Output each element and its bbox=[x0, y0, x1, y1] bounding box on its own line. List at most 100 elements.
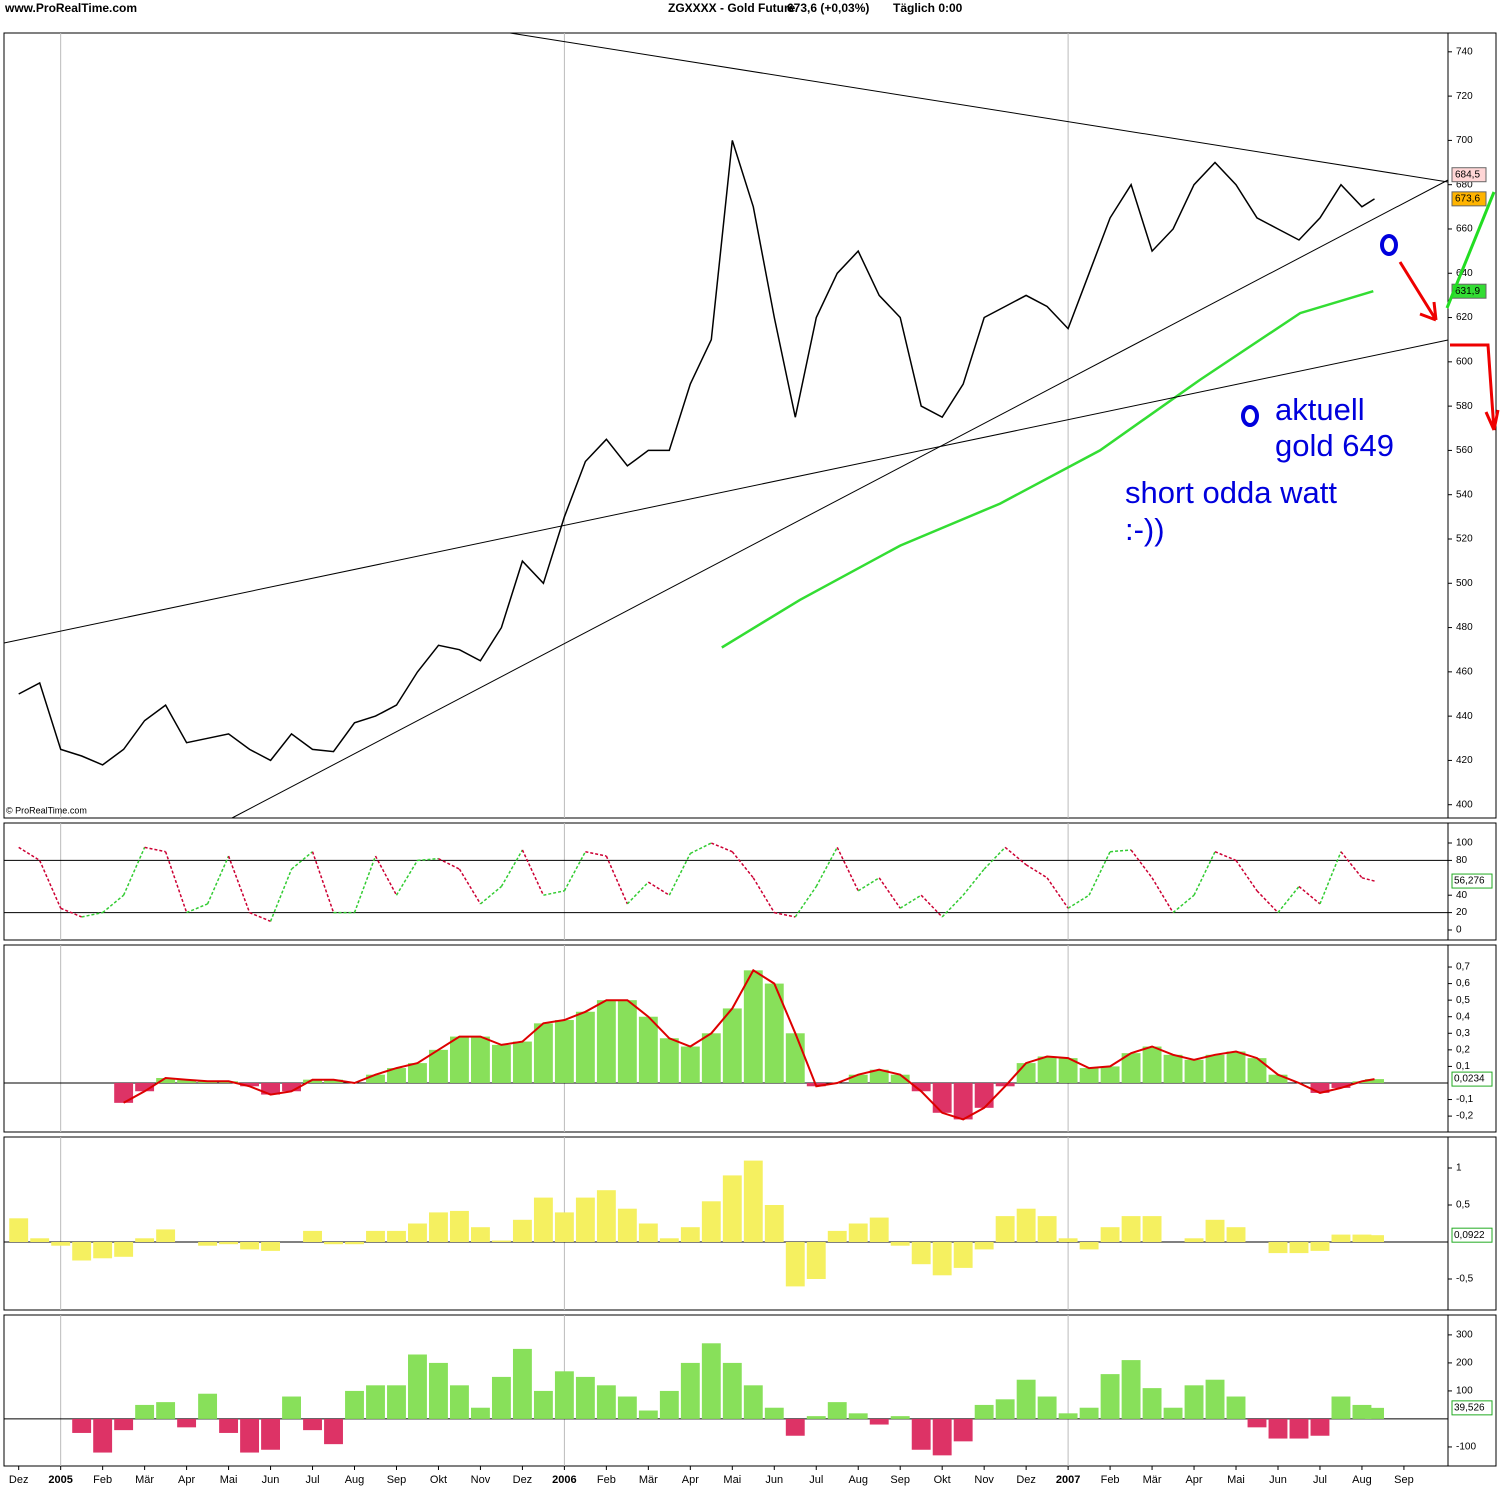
histogram-bar bbox=[1100, 1066, 1120, 1083]
histogram-bar bbox=[261, 1082, 280, 1095]
last-value-label: 39,526 bbox=[1454, 1403, 1485, 1414]
panel-frame bbox=[3, 822, 1497, 941]
histogram-bar bbox=[638, 1223, 658, 1242]
histogram-bar bbox=[554, 1212, 574, 1242]
histogram-bar bbox=[680, 1362, 700, 1419]
oscillator-segment bbox=[1214, 851, 1237, 862]
oscillator-segment bbox=[1046, 877, 1069, 909]
x-tick-label: 2006 bbox=[552, 1474, 576, 1486]
histogram-bar bbox=[1100, 1227, 1120, 1242]
histogram-bar bbox=[1331, 1234, 1351, 1242]
histogram-bar bbox=[491, 1240, 511, 1242]
histogram-bar bbox=[890, 1241, 910, 1246]
histogram-bar bbox=[1365, 1407, 1384, 1419]
histogram-bar bbox=[345, 1241, 364, 1245]
oscillator-segment bbox=[752, 877, 775, 913]
oscillator-segment bbox=[815, 847, 838, 887]
oscillator-segment bbox=[1088, 851, 1111, 896]
histogram-bar bbox=[848, 1223, 868, 1242]
x-tick-label: Apr bbox=[682, 1474, 699, 1486]
y-tick-label: -0,1 bbox=[1456, 1094, 1474, 1105]
histogram-bar bbox=[512, 1041, 532, 1083]
histogram-bar bbox=[764, 1407, 784, 1419]
y-tick-label: 500 bbox=[1456, 578, 1473, 589]
oscillator-segment bbox=[1235, 859, 1258, 892]
x-tick-label: Sep bbox=[387, 1474, 407, 1486]
x-tick-label: Jun bbox=[1269, 1474, 1287, 1486]
oscillator-segment bbox=[774, 911, 796, 918]
histogram-bar bbox=[1289, 1418, 1309, 1439]
red-arrow bbox=[1398, 261, 1438, 322]
x-tick-label: Nov bbox=[471, 1474, 491, 1486]
histogram-bar bbox=[1226, 1227, 1246, 1242]
histogram-bar bbox=[1352, 1234, 1372, 1242]
histogram-bar bbox=[135, 1404, 155, 1419]
y-tick-label: 100 bbox=[1456, 838, 1473, 849]
histogram-bar bbox=[72, 1418, 92, 1433]
moving-average bbox=[721, 290, 1374, 649]
histogram-bar bbox=[764, 1205, 784, 1242]
x-tick-label: Jun bbox=[262, 1474, 280, 1486]
histogram-bar bbox=[114, 1082, 134, 1103]
oscillator-segment bbox=[395, 860, 419, 896]
oscillator-segment bbox=[269, 868, 293, 922]
price-marker bbox=[1451, 191, 1487, 207]
histogram-bar bbox=[240, 1082, 260, 1087]
histogram-bar bbox=[156, 1229, 176, 1242]
oscillator-segment bbox=[102, 894, 125, 914]
y-tick-label: 660 bbox=[1456, 224, 1473, 235]
y-tick-label: 540 bbox=[1456, 489, 1473, 500]
oscillator-segment bbox=[500, 849, 524, 887]
annotation: aktuell bbox=[1275, 392, 1365, 427]
histogram-bar bbox=[932, 1082, 952, 1113]
histogram-bar bbox=[1184, 1385, 1204, 1419]
x-tick-label: Okt bbox=[934, 1474, 951, 1486]
histogram-bar bbox=[177, 1079, 197, 1083]
histogram-bar bbox=[429, 1049, 448, 1083]
histogram-bar bbox=[72, 1241, 92, 1261]
y-tick-label: 0,1 bbox=[1456, 1061, 1470, 1072]
histogram-bar bbox=[1205, 1219, 1225, 1242]
histogram-bar bbox=[387, 1230, 406, 1242]
histogram-bar bbox=[429, 1212, 448, 1242]
histogram-bar bbox=[995, 1216, 1015, 1242]
histogram-bar bbox=[1142, 1046, 1162, 1083]
histogram-bar bbox=[1268, 1241, 1288, 1254]
histogram-bar bbox=[1037, 1216, 1057, 1242]
histogram-bar bbox=[1310, 1418, 1330, 1436]
y-tick-label: 680 bbox=[1456, 179, 1473, 190]
histogram-bar bbox=[596, 1190, 616, 1242]
oscillator-segment bbox=[689, 842, 712, 855]
oscillator-segment bbox=[878, 877, 901, 909]
histogram-bar bbox=[282, 1082, 301, 1092]
histogram-bar bbox=[156, 1402, 176, 1419]
x-tick-label: Apr bbox=[178, 1474, 195, 1486]
histogram-bar bbox=[303, 1230, 322, 1242]
oscillator-segment bbox=[711, 842, 733, 853]
oscillator-segment bbox=[983, 846, 1006, 870]
histogram-bar bbox=[974, 1241, 994, 1250]
histogram-bar bbox=[764, 983, 784, 1083]
histogram-bar bbox=[974, 1404, 994, 1419]
histogram-bar bbox=[1247, 1418, 1267, 1428]
annotation: gold 649 bbox=[1275, 428, 1394, 463]
y-tick-label: 0,2 bbox=[1456, 1044, 1470, 1055]
histogram-bar bbox=[848, 1074, 868, 1083]
oscillator-segment bbox=[186, 903, 208, 914]
histogram-bar bbox=[785, 1241, 805, 1287]
oscillator-segment bbox=[585, 850, 607, 857]
histogram-bar bbox=[953, 1082, 973, 1120]
histogram-bar bbox=[114, 1241, 134, 1257]
histogram-bar bbox=[450, 1385, 469, 1419]
price-marker bbox=[1451, 167, 1487, 183]
panel-frame bbox=[3, 32, 1497, 819]
x-tick-label: Jul bbox=[809, 1474, 823, 1486]
histogram-bar bbox=[1226, 1051, 1246, 1083]
x-tick-label: Dez bbox=[9, 1474, 29, 1486]
oscillator-segment bbox=[291, 851, 314, 870]
y-tick-label: 200 bbox=[1456, 1358, 1473, 1369]
histogram-bar bbox=[51, 1241, 71, 1246]
histogram-bar bbox=[806, 1241, 826, 1279]
histogram-bar bbox=[743, 1385, 763, 1419]
